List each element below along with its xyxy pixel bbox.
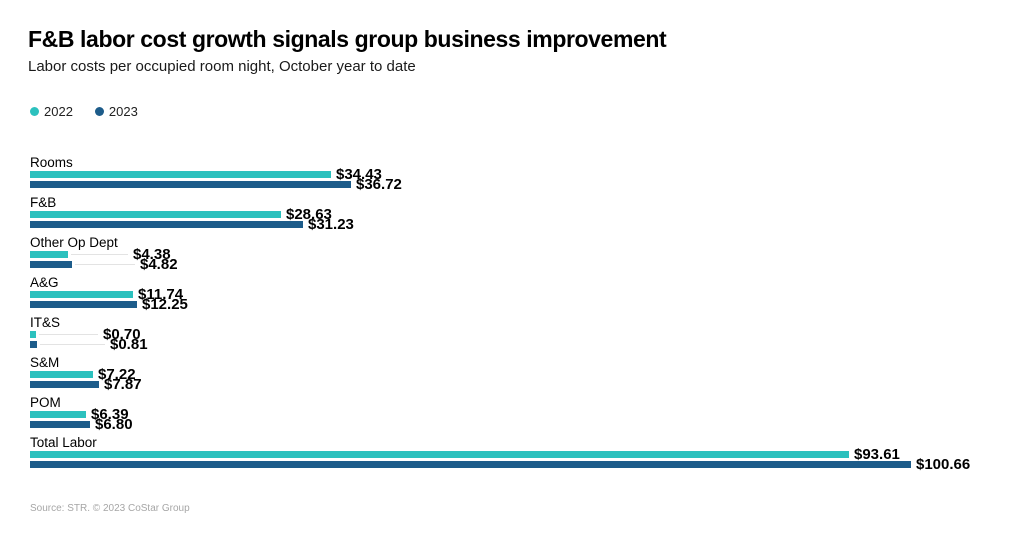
bar-2023 [30, 261, 72, 268]
legend: 2022 2023 [30, 104, 138, 119]
legend-label-2022: 2022 [44, 104, 73, 119]
value-label: $6.39 [91, 406, 129, 423]
category-label: POM [30, 395, 61, 410]
bar-2023 [30, 221, 303, 228]
value-label: $0.70 [103, 326, 141, 343]
chart-row: S&M $7.22 $7.87 [0, 355, 1024, 395]
bar-2022 [30, 371, 93, 378]
legend-label-2023: 2023 [108, 104, 138, 119]
value-label: $4.38 [133, 246, 171, 263]
category-label: S&M [30, 355, 60, 370]
chart-title: F&B labor cost growth signals group busi… [28, 26, 667, 52]
category-label: Other Op Dept [30, 235, 118, 250]
bar-2023 [30, 421, 90, 428]
category-label: A&G [30, 275, 59, 290]
bar-2023 [30, 181, 351, 188]
chart-subtitle: Labor costs per occupied room night, Oct… [28, 58, 416, 75]
chart-row: Total Labor $93.61 $100.66 [0, 435, 1024, 475]
legend-dot-2023-icon [94, 107, 104, 116]
value-label: $12.25 [142, 296, 188, 313]
value-label: $7.22 [98, 366, 136, 383]
value-label: $34.43 [336, 166, 382, 183]
value-label: $4.82 [140, 256, 178, 273]
value-label: $11.74 [138, 286, 184, 303]
value-label: $28.63 [286, 206, 332, 223]
leader-line [75, 264, 135, 265]
bar-2022 [30, 211, 281, 218]
chart-row: IT&S $0.70 $0.81 [0, 315, 1024, 355]
value-label: $36.72 [356, 176, 402, 193]
chart-row: A&G $11.74 $12.25 [0, 275, 1024, 315]
legend-item-2023: 2023 [94, 104, 138, 119]
category-label: F&B [30, 195, 57, 210]
chart-row: POM $6.39 $6.80 [0, 395, 1024, 435]
bar-2022 [30, 451, 849, 458]
category-label: Total Labor [30, 435, 97, 450]
bar-2022 [30, 411, 86, 418]
value-label: $93.61 [854, 446, 900, 463]
legend-item-2022: 2022 [30, 104, 73, 119]
chart-row: Rooms $34.43 $36.72 [0, 155, 1024, 195]
bar-2023 [30, 381, 99, 388]
bar-2023 [30, 301, 137, 308]
value-label: $0.81 [110, 336, 148, 353]
bar-2023 [30, 461, 911, 468]
leader-line [40, 344, 105, 345]
bar-2022 [30, 291, 133, 298]
value-label: $100.66 [916, 456, 971, 473]
source-note: Source: STR. © 2023 CoStar Group [30, 503, 190, 514]
bar-2022 [30, 331, 36, 338]
chart-row: F&B $28.63 $31.23 [0, 195, 1024, 235]
bar-2022 [30, 251, 68, 258]
legend-dot-2022-icon [30, 107, 39, 116]
leader-line [71, 254, 128, 255]
category-label: IT&S [30, 315, 61, 330]
value-label: $31.23 [308, 216, 354, 233]
category-label: Rooms [30, 155, 73, 170]
bar-2023 [30, 341, 37, 348]
value-label: $6.80 [95, 416, 133, 433]
value-label: $7.87 [104, 376, 142, 393]
bar-2022 [30, 171, 331, 178]
chart-row: Other Op Dept $4.38 $4.82 [0, 235, 1024, 275]
leader-line [39, 334, 98, 335]
